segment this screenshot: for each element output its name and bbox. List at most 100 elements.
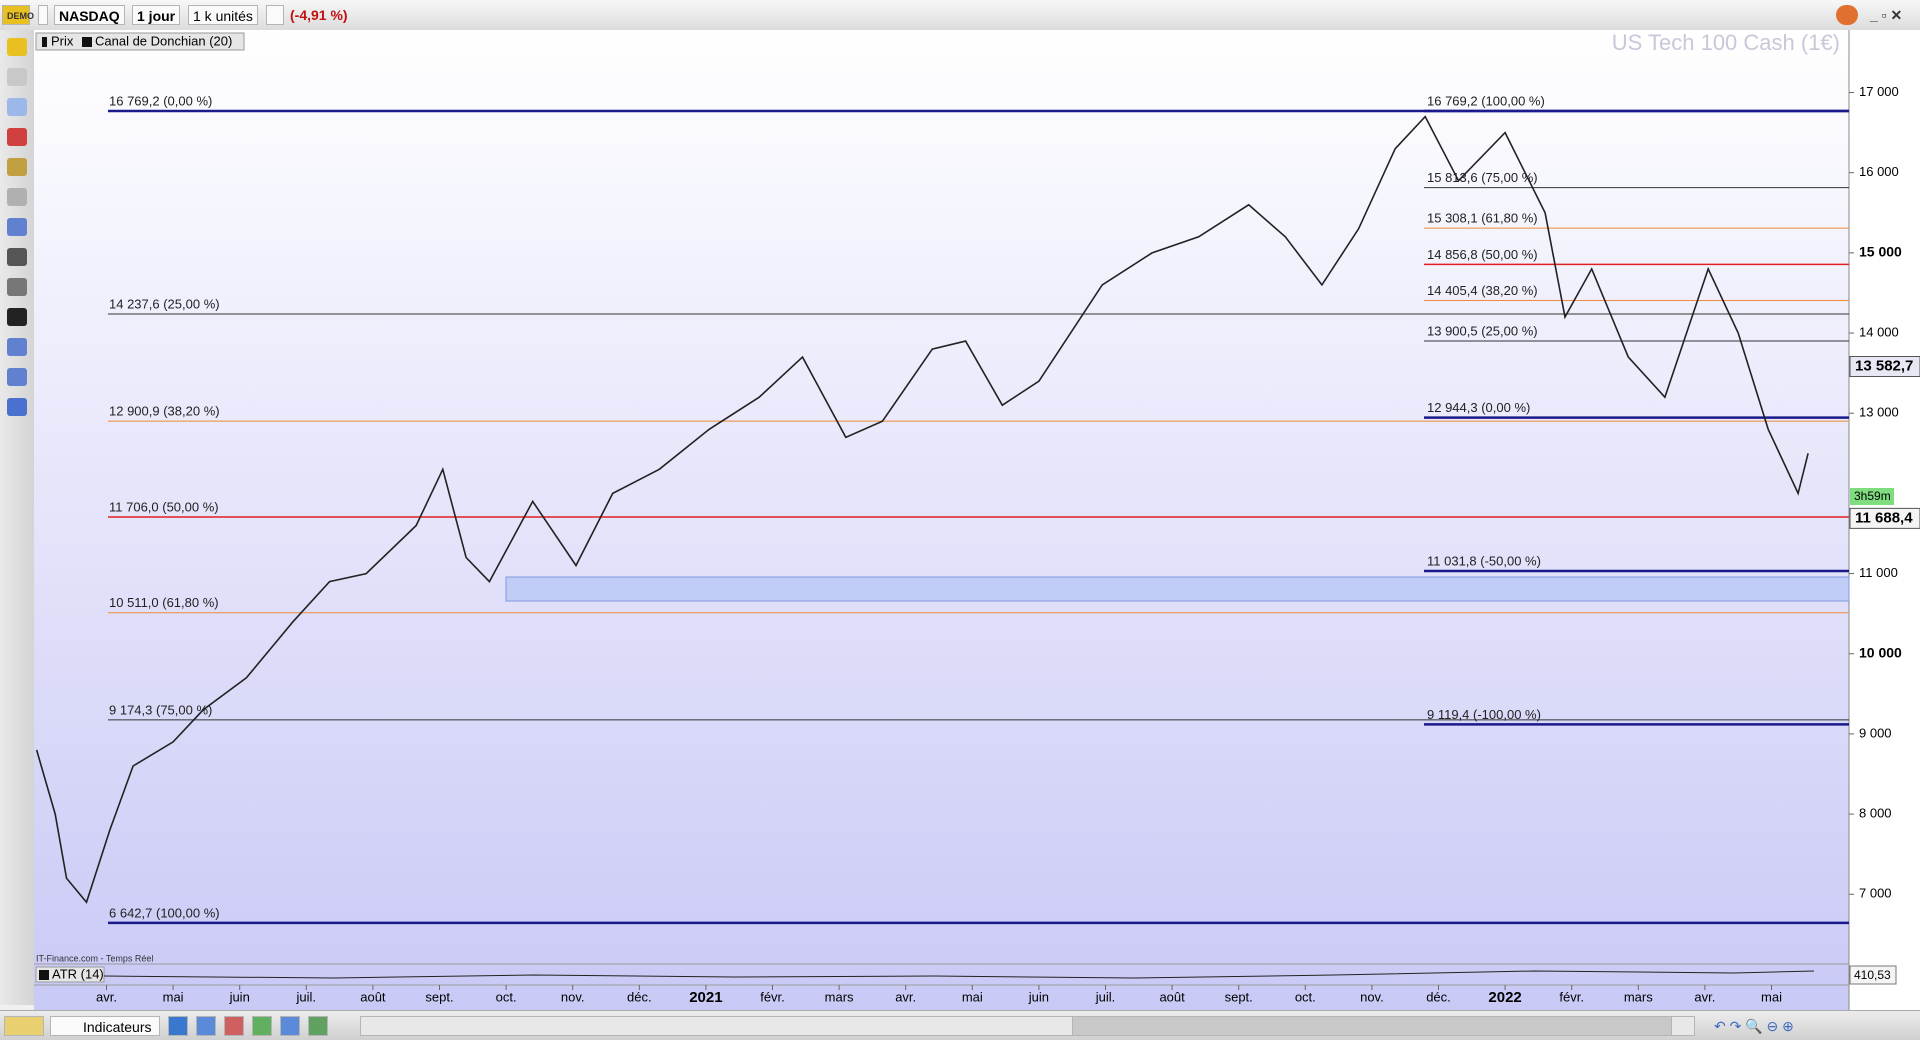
price-label: 11 688,4	[1855, 509, 1913, 526]
fib-label: 13 900,5 (25,00 %)	[1427, 323, 1538, 338]
fib-label: 14 405,4 (38,20 %)	[1427, 283, 1538, 298]
x-tick-label: mai	[163, 989, 184, 1004]
atr-line	[103, 970, 1815, 979]
x-tick-label: avr.	[895, 989, 916, 1004]
link-button[interactable]	[38, 5, 48, 25]
tool-button[interactable]	[308, 1016, 328, 1036]
legend-swatch	[82, 37, 92, 47]
zoom-controls[interactable]: ↶ ↷ 🔍 ⊖ ⊕	[1714, 1018, 1794, 1034]
scroll-thumb[interactable]	[1072, 1016, 1672, 1036]
share-button[interactable]	[168, 1016, 188, 1036]
fib-label: 14 856,8 (50,00 %)	[1427, 247, 1538, 262]
fib-label: 16 769,2 (100,00 %)	[1427, 93, 1545, 108]
zone	[505, 576, 1850, 602]
symbol-select[interactable]: NASDAQ	[54, 5, 125, 25]
x-tick-label: mars	[1624, 989, 1653, 1004]
price-label-box	[1849, 507, 1920, 529]
tool-button[interactable]	[224, 1016, 244, 1036]
atr-name: ATR (14)	[52, 966, 104, 981]
x-tick-label: sept.	[1225, 989, 1253, 1004]
y-tick-label: 15 000	[1859, 244, 1902, 260]
lock-tool[interactable]	[7, 158, 27, 176]
atr-value: 410,53	[1854, 968, 1891, 982]
price-label-box	[1849, 356, 1920, 378]
x-tick-label: juil.	[1095, 989, 1116, 1004]
legend-swatch	[42, 37, 47, 47]
drawing-toolbar	[0, 30, 35, 1005]
y-tick-label: 8 000	[1859, 806, 1892, 821]
x-tick-label: nov.	[1360, 989, 1384, 1004]
window-controls[interactable]: _ ▫ ✕	[1870, 7, 1903, 23]
ray-tool[interactable]	[7, 278, 27, 296]
indicators-button[interactable]: Indicateurs	[50, 1016, 160, 1036]
x-tick-label: oct.	[1295, 989, 1316, 1004]
watermark: US Tech 100 Cash (1€)	[1612, 30, 1840, 55]
fib-label: 16 769,2 (0,00 %)	[109, 93, 212, 108]
fib-label: 14 237,6 (25,00 %)	[109, 296, 220, 311]
fib-label: 11 031,8 (-50,00 %)	[1427, 553, 1541, 568]
x-tick-label: nov.	[561, 989, 585, 1004]
fib-ext-tool[interactable]	[7, 368, 27, 386]
y-tick-label: 17 000	[1859, 84, 1899, 99]
fib-label: 6 642,7 (100,00 %)	[109, 905, 220, 920]
y-tick-label: 14 000	[1859, 324, 1899, 339]
fib-tool[interactable]	[7, 338, 27, 356]
x-tick-label: 2022	[1488, 989, 1521, 1006]
rotate-tool[interactable]	[7, 98, 27, 116]
timer-box	[1850, 488, 1894, 505]
change: (-4,91 %)	[290, 7, 348, 23]
refresh-button[interactable]	[1836, 5, 1858, 25]
x-tick-label: févr.	[760, 989, 785, 1004]
chat-button[interactable]	[196, 1016, 216, 1036]
x-tick-label: avr.	[1694, 989, 1715, 1004]
x-tick-label: mai	[962, 989, 983, 1004]
line-tool[interactable]	[7, 308, 27, 326]
ruler-tool[interactable]	[7, 188, 27, 206]
price-label: 13 582,7	[1855, 357, 1913, 374]
fib-label: 12 944,3 (0,00 %)	[1427, 400, 1530, 415]
source: IT-Finance.com - Temps Réel	[36, 953, 153, 963]
fib-label: 11 706,0 (50,00 %)	[109, 499, 219, 514]
x-tick-label: déc.	[1426, 989, 1451, 1004]
fib-label: 15 308,1 (61,80 %)	[1427, 211, 1538, 226]
draw-menu[interactable]	[4, 1016, 44, 1036]
fib-label: 15 813,6 (75,00 %)	[1427, 170, 1538, 185]
y-tick-label: 16 000	[1859, 164, 1899, 179]
top-toolbar: DEMO NASDAQ 1 jour 1 k unités (-4,91 %) …	[0, 0, 1920, 31]
timer: 3h59m	[1854, 489, 1891, 503]
x-tick-label: juin	[229, 989, 250, 1004]
x-tick-label: déc.	[627, 989, 652, 1004]
tool-button[interactable]	[252, 1016, 272, 1036]
x-tick-label: juin	[1028, 989, 1049, 1004]
tool-button[interactable]	[280, 1016, 300, 1036]
y-tick-label: 7 000	[1859, 886, 1892, 901]
x-tick-label: août	[360, 989, 386, 1004]
x-tick-label: sept.	[425, 989, 453, 1004]
plot-background	[34, 30, 1849, 1010]
x-tick-label: août	[1159, 989, 1185, 1004]
cursor-tool[interactable]	[7, 68, 27, 86]
fib-label: 12 900,9 (38,20 %)	[109, 404, 220, 419]
y-tick-label: 13 000	[1859, 405, 1899, 420]
hline-tool[interactable]	[7, 218, 27, 236]
units-select[interactable]: 1 k unités	[188, 5, 258, 25]
period-select[interactable]: 1 jour	[132, 5, 181, 25]
shape-tool[interactable]	[7, 398, 27, 416]
y-tick-label: 10 000	[1859, 644, 1902, 660]
alert-tool[interactable]	[7, 38, 27, 56]
info-button[interactable]	[266, 5, 284, 25]
atr-swatch	[39, 970, 49, 980]
legend-indicator[interactable]: Canal de Donchian (20)	[95, 33, 232, 48]
demo-badge[interactable]: DEMO	[2, 5, 34, 25]
chart: Prix Canal de Donchian (20) US Tech 100 …	[34, 30, 1920, 1010]
y-tick-label: 9 000	[1859, 725, 1892, 740]
x-tick-label: avr.	[96, 989, 117, 1004]
x-tick-label: 2021	[689, 989, 722, 1006]
x-tick-label: oct.	[496, 989, 517, 1004]
bottom-toolbar: Indicateurs ↶ ↷ 🔍 ⊖ ⊕	[0, 1010, 1920, 1040]
y-tick-label: 11 000	[1859, 565, 1898, 580]
legend-price[interactable]: Prix	[51, 33, 74, 48]
magnet-tool[interactable]	[7, 128, 27, 146]
segment-tool[interactable]	[7, 248, 27, 266]
